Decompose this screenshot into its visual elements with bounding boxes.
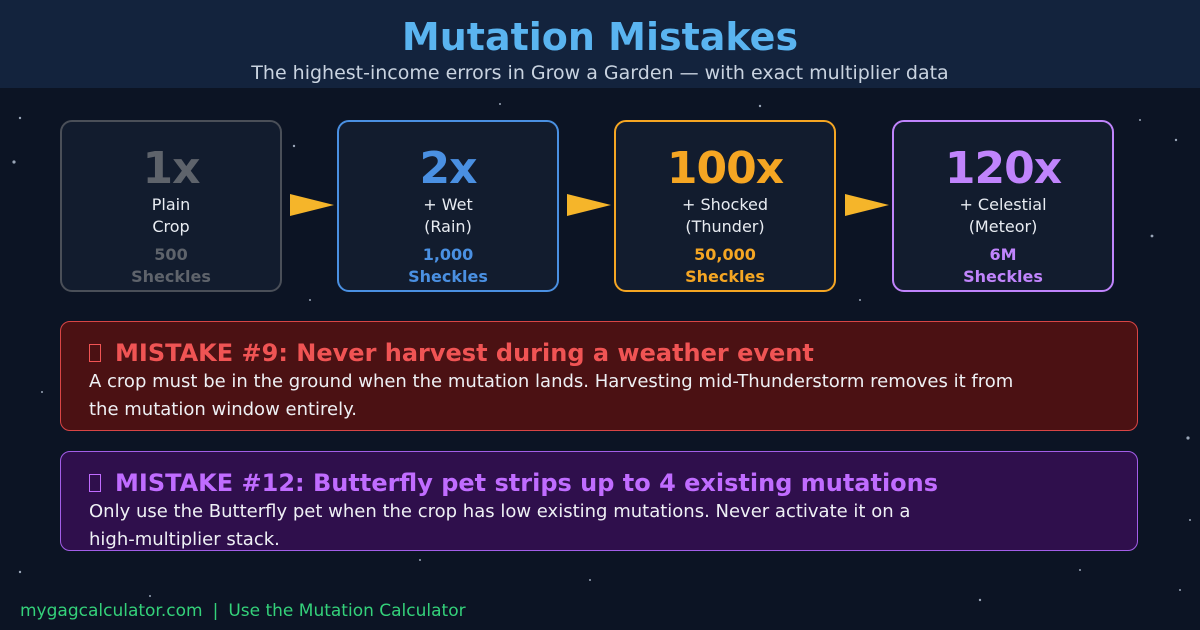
card-label: + Shocked — [681, 195, 769, 214]
card-label: (Thunder) — [685, 217, 765, 236]
unit: Sheckles — [408, 267, 488, 286]
stars — [12, 103, 1191, 602]
card-label: + Wet — [423, 195, 473, 214]
multiplier: 100x — [666, 143, 784, 194]
mistake-body: high-multiplier stack. — [89, 529, 280, 550]
unit: Sheckles — [131, 267, 211, 286]
arrow — [567, 194, 611, 216]
mistake-body: A crop must be in the ground when the mu… — [89, 371, 1014, 392]
mistake-title: MISTAKE #12: Butterfly pet strips up to … — [89, 468, 1137, 498]
mistake-body: the mutation window entirely. — [89, 399, 357, 420]
mistake-title-text: MISTAKE #12: Butterfly pet strips up to … — [115, 469, 939, 497]
unit: Sheckles — [685, 267, 765, 286]
mistake-box: MISTAKE #12: Butterfly pet strips up to … — [60, 451, 1138, 551]
amount: 1,000 — [422, 245, 474, 264]
unit: Sheckles — [963, 267, 1043, 286]
footer: mygagcalculator.com | Use the Mutation Cal… — [20, 601, 476, 621]
card: 100x + Shocked (Thunder) 50,000 Sheckles — [614, 120, 836, 292]
icon — [89, 344, 101, 362]
mistake-box: MISTAKE #9: Never harvest during a weath… — [60, 321, 1138, 431]
card: 120x + Celestial (Meteor) 6M Sheckles — [892, 120, 1114, 292]
mistake-body: Only use the Butterfly pet when the crop… — [89, 501, 911, 522]
site[interactable]: mygagcalculator.com — [20, 601, 203, 621]
multiplier: 1x — [142, 143, 201, 194]
amount: 6M — [989, 245, 1017, 264]
card-label: Crop — [152, 217, 190, 236]
card: 1x Plain Crop 500 Sheckles — [60, 120, 282, 292]
header: Mutation Mistakes The highest-income err… — [0, 0, 1200, 88]
amount: 50,000 — [694, 245, 756, 264]
card-label: (Meteor) — [968, 217, 1038, 236]
arrow — [290, 194, 334, 216]
mistake-title-text: MISTAKE #9: Never harvest during a weath… — [115, 339, 814, 367]
card-label: + Celestial — [959, 195, 1047, 214]
multiplier: 2x — [419, 143, 478, 194]
card-label: (Rain) — [424, 217, 472, 236]
card: 2x + Wet (Rain) 1,000 Sheckles — [337, 120, 559, 292]
multiplier: 120x — [944, 143, 1062, 194]
subtitle: The highest-income errors in Grow a Gard… — [251, 62, 949, 84]
title: Mutation Mistakes — [401, 15, 799, 59]
link[interactable]: Use the Mutation Calculator — [228, 601, 466, 621]
mistake-title: MISTAKE #9: Never harvest during a weath… — [89, 338, 1137, 368]
arrow — [845, 194, 889, 216]
card-label: Plain — [151, 195, 191, 214]
amount: 500 — [154, 245, 188, 264]
icon — [89, 474, 101, 492]
separator: | — [212, 601, 219, 621]
